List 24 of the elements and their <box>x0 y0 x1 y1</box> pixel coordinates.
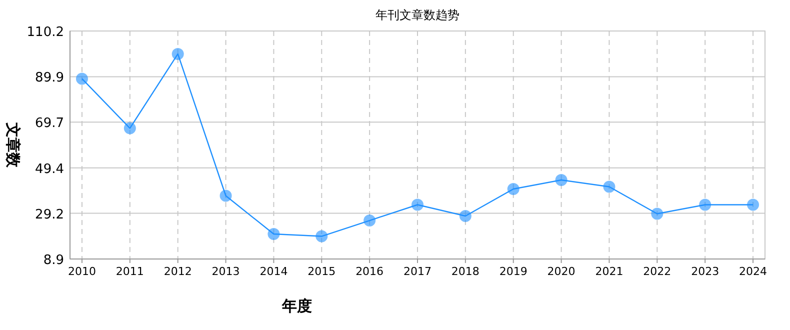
xtick: 2022 <box>643 265 672 278</box>
xtick: 2019 <box>499 265 528 278</box>
xtick: 2013 <box>212 265 240 278</box>
ytick: 69.7 <box>35 116 64 132</box>
ytick: 29.2 <box>35 207 64 222</box>
ylabel: 文章数 <box>4 122 22 168</box>
title: 年刊文章数趋势 <box>376 8 460 22</box>
xtick: 2016 <box>356 265 384 278</box>
xtick: 2024 <box>739 265 768 278</box>
xtick: 2017 <box>404 265 432 278</box>
xtick: 2023 <box>691 265 720 278</box>
ytick: 8.9 <box>43 253 64 268</box>
xtick: 2020 <box>547 265 576 278</box>
ytick: 49.4 <box>35 162 64 177</box>
xtick: 2014 <box>260 265 288 278</box>
xlabel: 年度 <box>282 297 312 315</box>
ytick: 89.9 <box>35 70 64 86</box>
xtick: 2012 <box>164 265 192 278</box>
ytick: 110.2 <box>26 25 64 40</box>
xtick: 2021 <box>595 265 624 278</box>
xtick: 2015 <box>308 265 336 278</box>
xtick: 2010 <box>68 265 96 278</box>
xtick: 2018 <box>451 265 480 278</box>
xtick: 2011 <box>116 265 144 278</box>
